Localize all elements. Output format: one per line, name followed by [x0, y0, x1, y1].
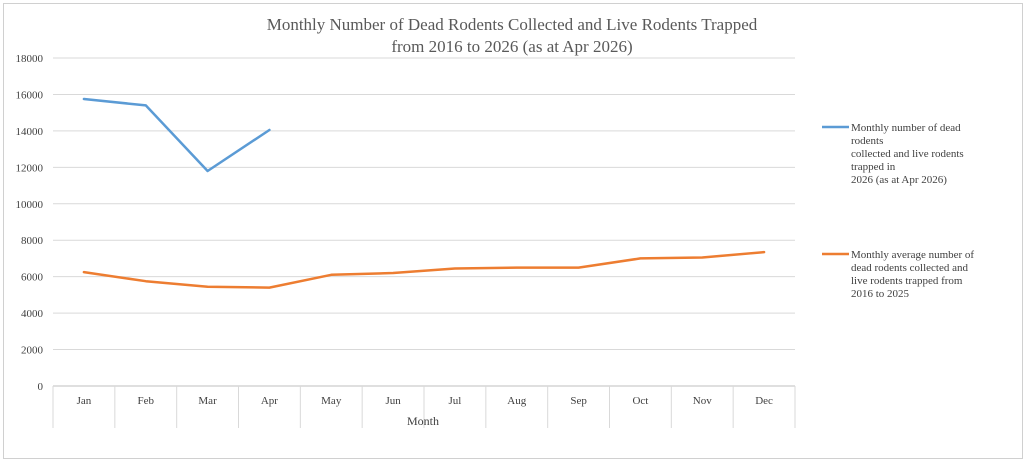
- x-tick-label: Nov: [693, 395, 712, 407]
- legend-label-2: dead rodents collected and: [851, 262, 968, 274]
- legend-label-1: 2026 (as at Apr 2026): [851, 174, 947, 186]
- x-tick-label: Aug: [507, 395, 526, 407]
- x-tick-label: Mar: [198, 395, 217, 407]
- gridlines: [52, 57, 796, 428]
- y-tick-label: 0: [38, 381, 44, 393]
- series-line-1: [82, 97, 271, 173]
- legend-label-2: 2016 to 2025: [851, 288, 910, 300]
- x-tick-label: Jan: [77, 395, 92, 407]
- chart-title-line-1: Monthly Number of Dead Rodents Collected…: [267, 15, 758, 34]
- y-tick-label: 4000: [21, 308, 44, 320]
- legend-label-1: Monthly number of dead: [851, 122, 961, 134]
- y-tick-label: 14000: [16, 126, 44, 138]
- x-tick-label: Feb: [138, 395, 155, 407]
- x-axis-ticks: Jan Feb Mar Apr May Jun Jul Aug Sep Oct Nov Dec: [77, 395, 773, 407]
- chart-frame: [3, 3, 1023, 459]
- legend-label-1: collected and live rodents: [851, 148, 964, 160]
- chart-title-line-2: from 2016 to 2026 (as at Apr 2026): [391, 37, 632, 56]
- chart-title: Monthly Number of Dead Rodents Collected…: [267, 15, 758, 56]
- legend-label-2: live rodents trapped from: [851, 275, 963, 287]
- x-axis-title: Month: [407, 414, 439, 428]
- x-tick-label: Oct: [632, 395, 648, 407]
- x-tick-label: Sep: [570, 395, 587, 407]
- legend-label-2: Monthly average number of: [851, 249, 974, 261]
- legend-label-1: rodents: [851, 135, 883, 147]
- y-tick-label: 16000: [16, 89, 44, 101]
- x-tick-label: Jun: [385, 395, 401, 407]
- x-tick-label: Apr: [261, 395, 278, 407]
- y-tick-label: 6000: [21, 272, 44, 284]
- y-tick-label: 10000: [16, 199, 44, 211]
- y-tick-label: 8000: [21, 235, 44, 247]
- legend-label-1: trapped in: [851, 161, 896, 173]
- y-axis-ticks: 0 2000 4000 6000 8000 10000 12000 14000 16000 180…: [16, 53, 44, 393]
- x-tick-label: May: [321, 395, 342, 407]
- y-tick-label: 12000: [16, 162, 44, 174]
- y-tick-label: 2000: [21, 345, 44, 357]
- series-lines: [82, 97, 766, 289]
- x-tick-label: Dec: [755, 395, 773, 407]
- x-tick-label: Jul: [448, 395, 461, 407]
- series-line-2: [82, 250, 766, 289]
- y-tick-label: 18000: [16, 53, 44, 65]
